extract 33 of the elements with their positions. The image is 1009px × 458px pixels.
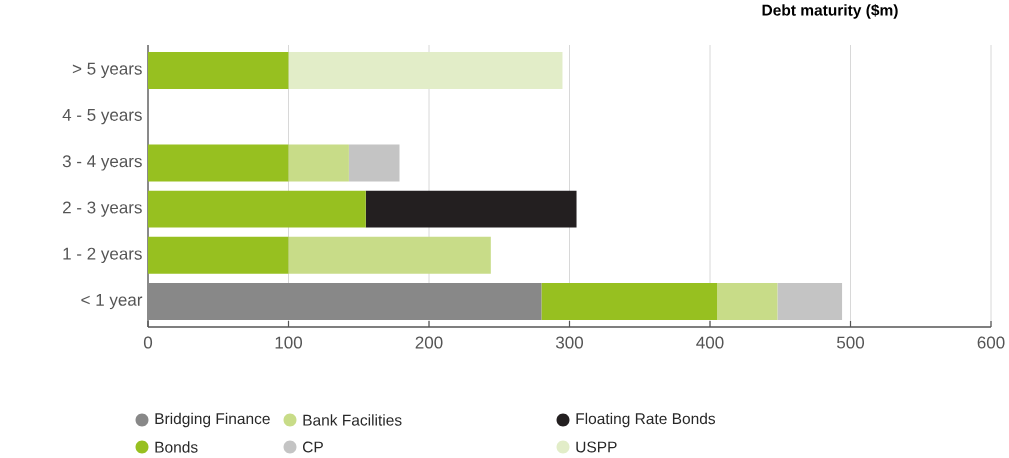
bar: [148, 144, 289, 182]
bar: [541, 283, 718, 321]
bar: [717, 283, 778, 321]
bar: [148, 190, 366, 228]
bar: [348, 144, 400, 182]
y-tick-label: 3 - 4 years: [62, 155, 142, 171]
y-tick-label: 4 - 5 years: [62, 109, 142, 125]
y-tick-label: > 5 years: [72, 62, 142, 79]
legend-label: Bank Facilities: [303, 414, 402, 426]
y-tick-label: 2 - 3 years: [63, 201, 142, 217]
bar: [148, 236, 289, 274]
y-tick-label: 1 - 2 years: [63, 247, 142, 264]
x-tick-label: 0: [143, 336, 153, 349]
x-tick-label: 600: [977, 336, 1005, 349]
legend-label: Bonds: [155, 441, 198, 453]
y-tick-label: < 1 year: [81, 293, 143, 310]
legend-label: USPP: [576, 441, 617, 453]
bar: [365, 190, 577, 228]
bar: [777, 283, 843, 321]
bar: [288, 236, 491, 274]
x-tick-label: 200: [415, 336, 443, 349]
legend-label: CP: [302, 441, 323, 453]
legend-label: Floating Rate Bonds: [576, 412, 716, 428]
bar: [148, 51, 289, 89]
legend-label: Bridging Finance: [155, 412, 270, 428]
bar: [288, 144, 349, 182]
x-tick-label: 400: [696, 336, 724, 349]
chart-title: Debt maturity ($m): [762, 4, 898, 19]
x-tick-label: 500: [837, 336, 865, 349]
x-tick-label: 300: [555, 336, 584, 349]
bar: [148, 283, 542, 321]
bar: [288, 51, 563, 89]
x-tick-label: 100: [275, 336, 303, 349]
